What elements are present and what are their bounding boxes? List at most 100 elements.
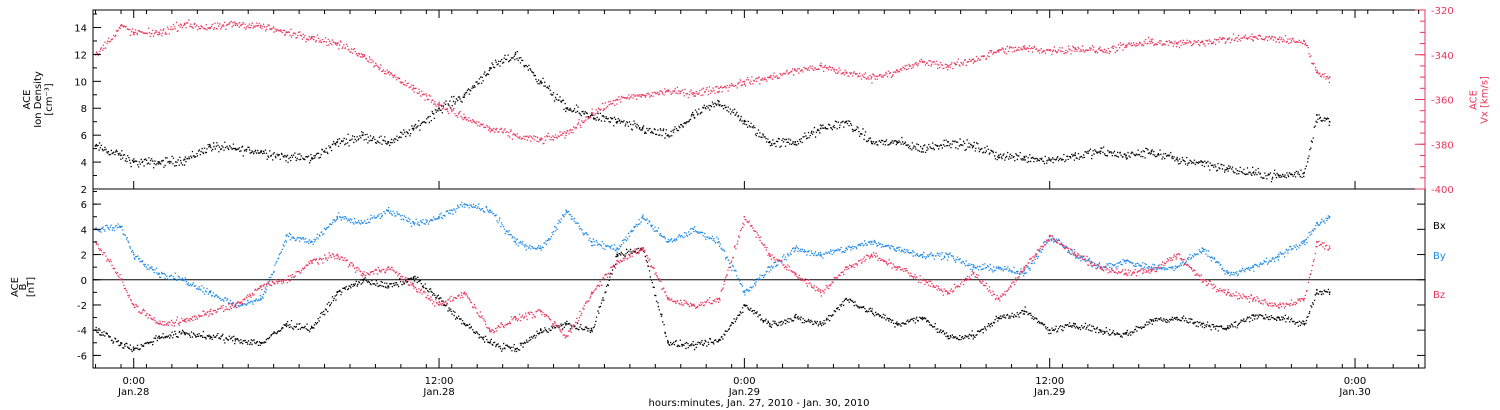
bz-series-point <box>1099 266 1102 268</box>
bz-series-point <box>438 304 440 306</box>
density-series-point <box>1099 150 1102 153</box>
density-tick-label: 4 <box>81 158 87 169</box>
bz-series-point <box>1252 297 1255 300</box>
time-tick-label: 12:00 <box>425 376 454 387</box>
bx-series-point <box>183 331 186 334</box>
by-series-point <box>1201 247 1204 250</box>
bz-series-point <box>1023 266 1026 268</box>
vx-series-point <box>540 138 542 141</box>
vx-series-point <box>1125 45 1127 47</box>
bx-series-point <box>1023 310 1026 313</box>
density-series-point <box>565 107 568 110</box>
by-series-point <box>718 241 720 243</box>
density-series-point <box>311 157 313 159</box>
vx-series-point <box>1150 40 1153 43</box>
bx-series-point <box>972 334 975 337</box>
bx-series-point <box>1316 289 1318 291</box>
time-tick-label: 12:00 <box>1035 376 1064 387</box>
vx-series-point <box>1201 40 1204 43</box>
vx-series-point <box>311 36 313 38</box>
vx-series-point <box>616 98 618 101</box>
vx-ylabel-line: ACE <box>1469 90 1480 110</box>
density-series-point <box>616 120 618 123</box>
by-series-point <box>438 215 440 218</box>
by-series-point <box>769 266 771 268</box>
bx-series-point <box>1328 291 1331 294</box>
density-series-point <box>743 120 746 123</box>
bz-series-point <box>1074 253 1076 256</box>
by-series-point <box>1227 272 1229 275</box>
bx-series-point <box>463 323 466 325</box>
by-series-point <box>1125 260 1127 262</box>
by-series-point <box>743 291 746 294</box>
by-series-point <box>540 247 542 250</box>
density-series-point <box>794 141 797 143</box>
bx-series-point <box>540 329 542 331</box>
vx-series-point <box>870 76 873 78</box>
b-tick-label: 4 <box>81 225 87 236</box>
bz-series-point <box>947 291 949 294</box>
density-series <box>94 51 1331 183</box>
density-series-point <box>1316 114 1318 116</box>
bx-series-point <box>1150 319 1153 321</box>
bx-series-point <box>387 285 389 287</box>
bz-series-point <box>667 297 669 300</box>
density-series-point <box>183 158 186 161</box>
bx-series-point <box>120 341 122 344</box>
bx-series-point <box>616 253 618 256</box>
density-series-point <box>819 127 822 130</box>
by-series-point <box>1328 215 1331 218</box>
by-series-point <box>794 247 797 250</box>
bz-series-point <box>1048 234 1051 237</box>
density-tick-label: 10 <box>74 77 87 88</box>
bx-series-point <box>794 316 797 319</box>
vx-series-point <box>1023 47 1026 49</box>
by-series-point <box>1150 266 1153 268</box>
vx-series-point <box>489 127 491 130</box>
bz-series-point <box>794 272 797 275</box>
vx-ylabel-line: Vx [km/s] <box>1480 76 1491 124</box>
legend-by: By <box>1433 251 1446 262</box>
top-panel <box>92 9 1426 190</box>
bx-series-point <box>1252 314 1255 316</box>
axes-text: 2 4 6 8 10 12 14 -320 -340 -360 -380 -400 -6 -4 -2 0 2 4 6… <box>10 6 1491 409</box>
bz-series-point <box>616 260 618 262</box>
by-series-point <box>209 291 211 294</box>
density-series-point <box>336 141 339 143</box>
vx-series-point <box>667 89 669 92</box>
vx-series-point <box>1303 40 1305 43</box>
bz-series-point <box>870 253 873 256</box>
by-series-point <box>387 209 389 212</box>
bx-series-point <box>489 341 491 344</box>
density-ylabel: ACE Ion Density [cm⁻³] <box>22 71 55 128</box>
vx-series-point <box>718 87 720 90</box>
vx-series-point <box>947 65 949 67</box>
date-tick-label: Jan.29 <box>728 387 760 398</box>
bx-series-point <box>438 297 440 300</box>
density-series-point <box>94 145 97 147</box>
density-tick-label: 12 <box>74 50 87 61</box>
vx-tick-label: -320 <box>1431 6 1454 17</box>
bx-series-point <box>514 348 517 350</box>
density-series-point <box>158 161 160 163</box>
density-ylabel-line: Ion Density <box>33 71 44 128</box>
vx-tick-label: -360 <box>1431 96 1454 107</box>
density-series-point <box>1125 154 1127 157</box>
bx-series-point <box>667 341 669 344</box>
density-series-point <box>412 127 415 130</box>
vx-series-point <box>1328 76 1331 78</box>
bz-series-point <box>1316 241 1318 243</box>
bz-series-point <box>1328 247 1331 250</box>
density-series-point <box>540 80 542 83</box>
b-tick-label: -2 <box>77 301 87 312</box>
density-series-point <box>1328 120 1331 123</box>
by-series-point <box>1303 241 1305 243</box>
vx-series-point <box>132 31 135 34</box>
b-ylabel-line: [nT] <box>26 277 37 297</box>
bz-series-point <box>692 304 695 306</box>
bz-series-point <box>132 304 135 306</box>
bx-series-point <box>769 323 771 325</box>
by-series-point <box>896 247 898 250</box>
bz-series-point <box>489 329 491 331</box>
